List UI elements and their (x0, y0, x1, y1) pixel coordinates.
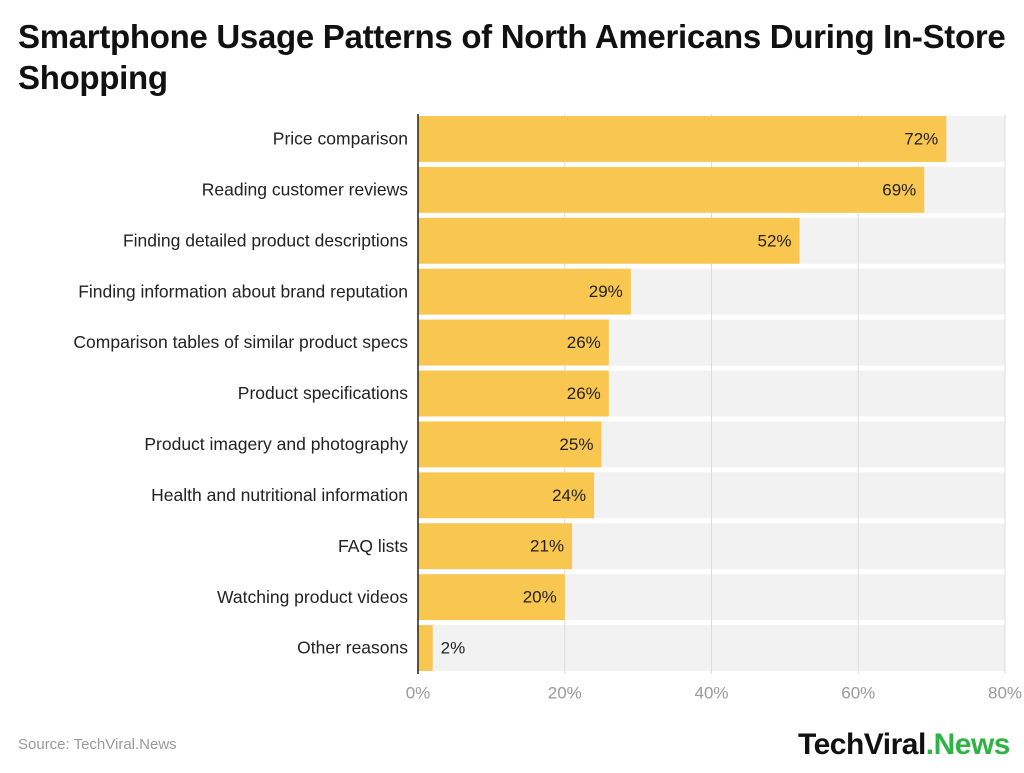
y-tick-label: Health and nutritional information (151, 485, 408, 505)
x-tick-label: 80% (988, 683, 1022, 702)
value-label: 69% (882, 180, 916, 199)
bar (418, 268, 631, 315)
y-tick-label: Product imagery and photography (144, 434, 408, 454)
x-tick-label: 0% (406, 683, 431, 702)
value-label: 21% (530, 537, 564, 556)
bar (418, 625, 433, 671)
bar (418, 421, 602, 468)
y-tick-label: Product specifications (238, 383, 408, 403)
bar (418, 116, 947, 162)
value-label: 52% (758, 231, 792, 250)
bar (418, 217, 800, 264)
value-label: 29% (589, 282, 623, 301)
bar (418, 523, 573, 570)
x-tick-label: 20% (548, 683, 582, 702)
value-label: 25% (559, 435, 593, 454)
bar (418, 472, 595, 519)
value-label: 26% (567, 333, 601, 352)
y-tick-label: Finding information about brand reputati… (78, 281, 408, 301)
bar (418, 319, 609, 366)
brand-name: TechViral (797, 728, 926, 761)
x-tick-label: 60% (841, 683, 875, 702)
y-tick-label: Watching product videos (217, 587, 408, 607)
bar (418, 370, 609, 417)
brand-logo: TechViral.News (797, 728, 1011, 762)
y-tick-label: Finding detailed product descriptions (123, 230, 408, 250)
source: Source: TechViral.News (18, 736, 177, 753)
value-label: 26% (567, 384, 601, 403)
brand-suffix: .News (925, 728, 1011, 761)
bar (418, 574, 565, 621)
value-label: 20% (523, 588, 557, 607)
y-tick-label: Other reasons (297, 638, 408, 658)
value-label: 2% (441, 639, 466, 658)
bar (418, 166, 925, 213)
value-label: 24% (552, 486, 586, 505)
y-tick-label: FAQ lists (338, 536, 408, 556)
x-tick-label: 40% (694, 683, 728, 702)
y-tick-label: Reading customer reviews (202, 179, 408, 199)
value-label: 72% (904, 129, 938, 148)
y-tick-label: Comparison tables of similar product spe… (73, 332, 408, 352)
chart-title: Smartphone Usage Patterns of North Ameri… (18, 18, 1006, 96)
y-tick-label: Price comparison (273, 129, 408, 149)
